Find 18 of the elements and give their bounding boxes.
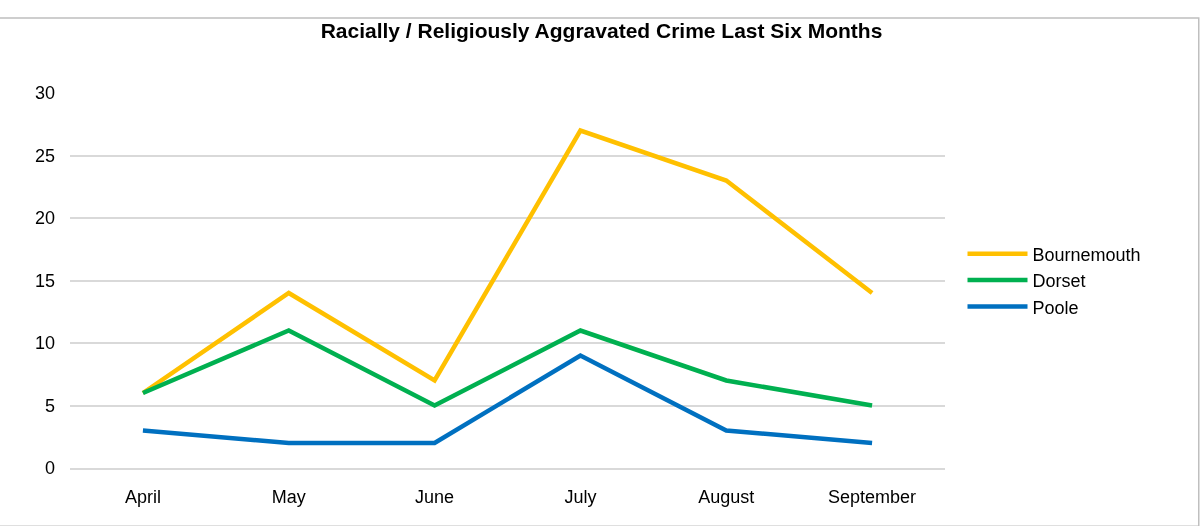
x-tick-label: August xyxy=(698,487,755,508)
y-tick-label: 0 xyxy=(44,458,55,479)
legend-label: Bournemouth xyxy=(1032,244,1141,265)
x-tick-label: July xyxy=(564,487,597,508)
legend-label: Dorset xyxy=(1032,271,1086,292)
y-tick-label: 15 xyxy=(34,270,55,291)
legend-label: Poole xyxy=(1032,297,1079,318)
x-tick-label: May xyxy=(271,487,306,508)
chart-title: Racially / Religiously Aggravated Crime Last Six Months xyxy=(320,19,883,43)
y-tick-label: 10 xyxy=(34,333,55,354)
x-tick-label: June xyxy=(415,487,455,508)
x-tick-label: September xyxy=(828,487,917,508)
y-tick-label: 30 xyxy=(34,83,55,104)
line-series xyxy=(140,328,875,408)
y-tick-label: 20 xyxy=(34,208,55,229)
y-tick-label: 5 xyxy=(44,395,55,416)
y-tick-label: 25 xyxy=(34,145,55,166)
x-tick-label: April xyxy=(124,487,161,508)
